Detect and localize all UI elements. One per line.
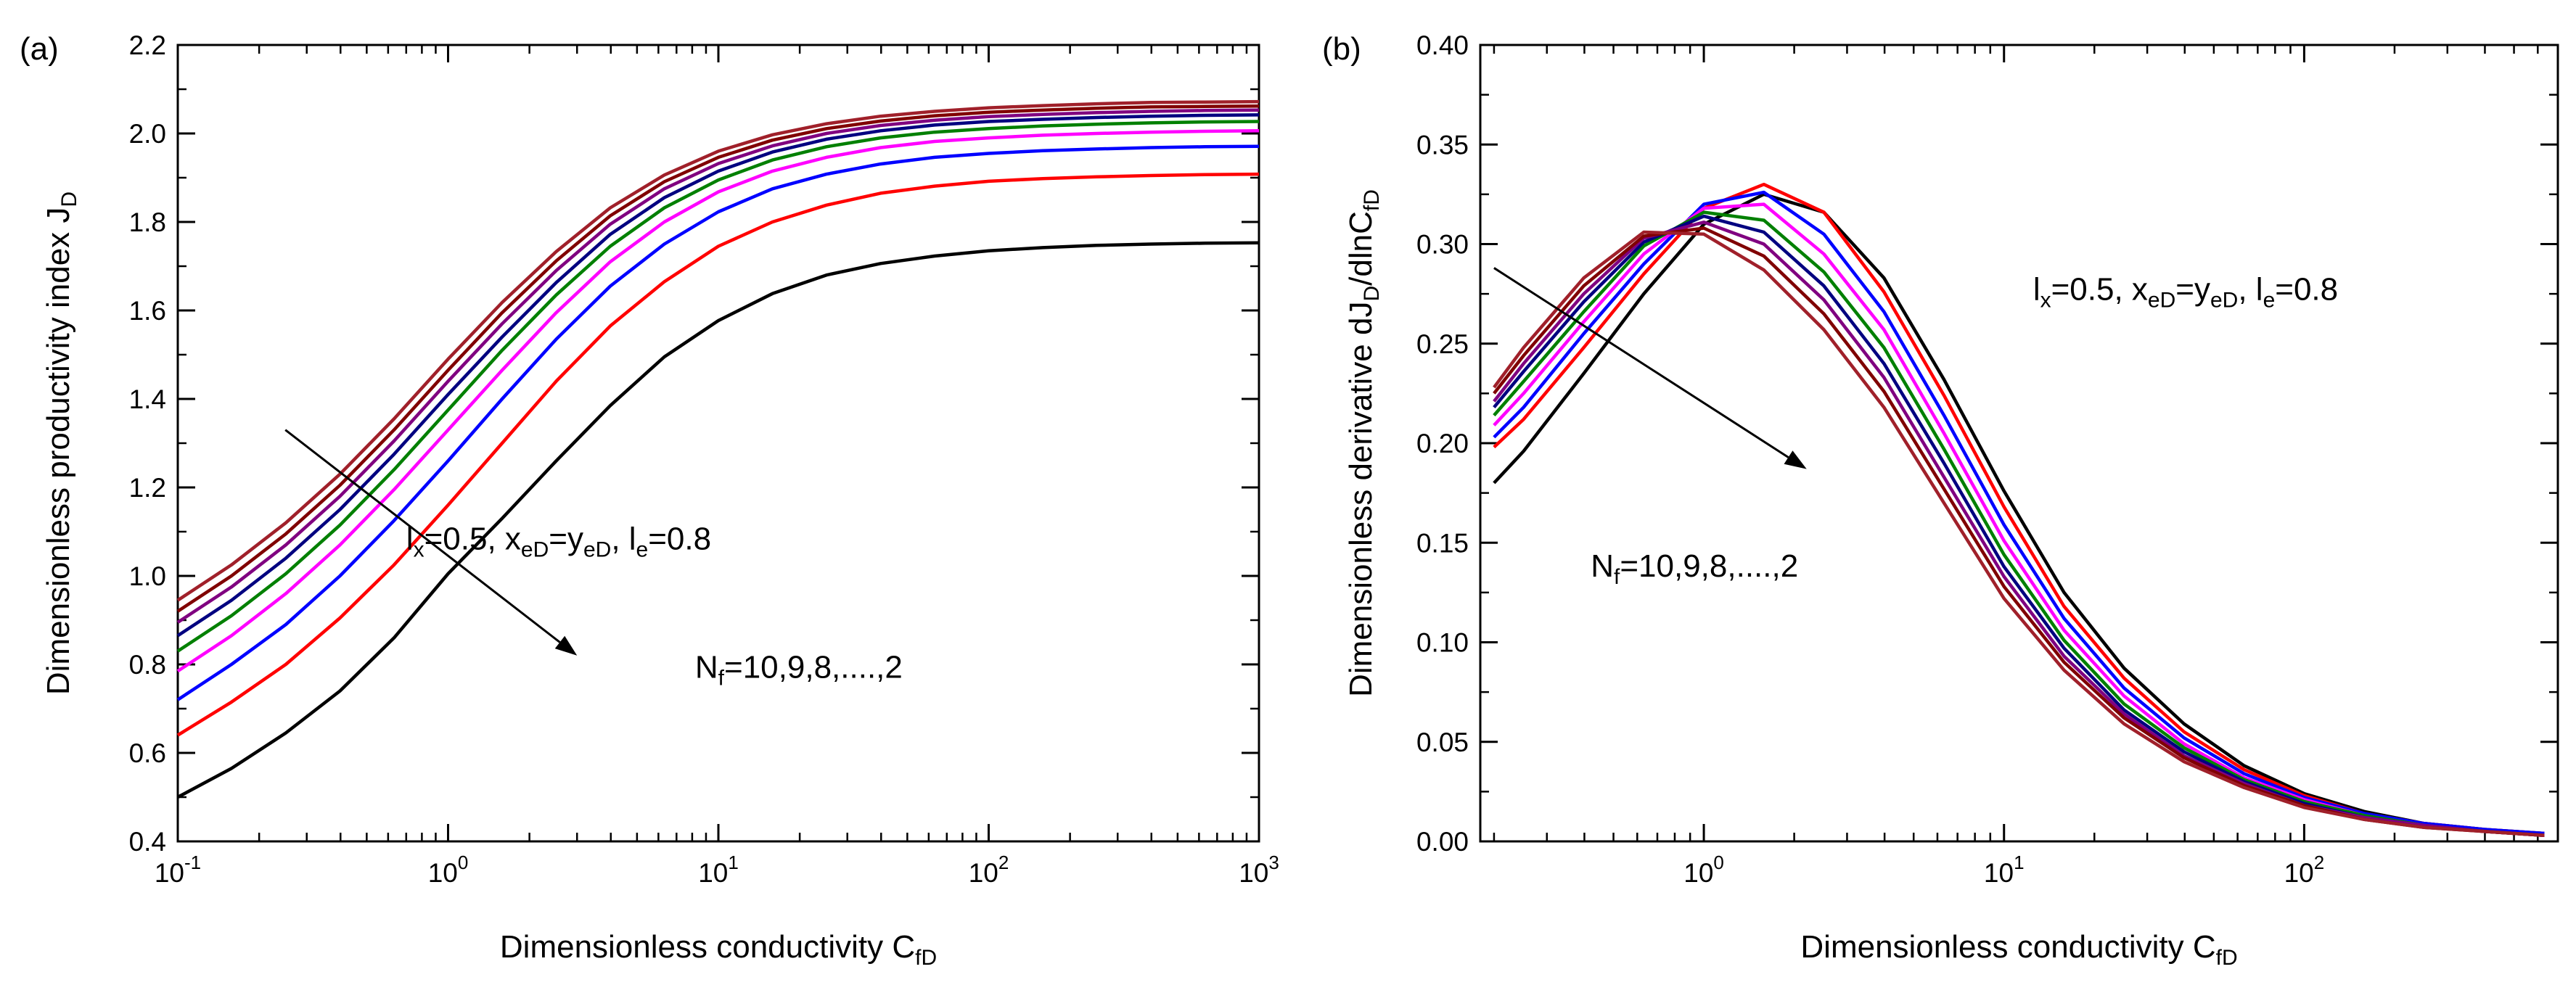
fracture-count-annotation: Nf=10,9,8,....,2 xyxy=(695,649,903,690)
series-line-9 xyxy=(176,99,1260,602)
y-tick-label: 0.4 xyxy=(129,827,166,857)
y-tick-label: 0.00 xyxy=(1416,827,1469,857)
parameter-annotation: lx=0.5, xeD=yeD, le=0.8 xyxy=(406,521,711,561)
x-tick-label: 102 xyxy=(2284,852,2325,888)
y-tick-label: 0.30 xyxy=(1416,230,1469,260)
y-tick-label: 0.20 xyxy=(1416,429,1469,458)
series-line-9 xyxy=(1493,230,2545,838)
x-tick-label: 103 xyxy=(1239,852,1279,888)
y-tick-label: 0.25 xyxy=(1416,329,1469,359)
plot-frame xyxy=(1479,44,2559,843)
x-tick-base: 10 xyxy=(155,858,184,888)
y-axis-title-text: Dimensionless derivative dJ xyxy=(1343,302,1379,697)
y-tick-label: 0.15 xyxy=(1416,528,1469,558)
series-line-2 xyxy=(1493,182,2545,836)
x-axis-title-text: Dimensionless conductivity C xyxy=(1800,929,2215,965)
y-tick-label: 1.4 xyxy=(129,384,166,414)
series-line-4 xyxy=(176,129,1260,673)
x-tick-exponent: 0 xyxy=(458,852,468,873)
series-line-5 xyxy=(1493,210,2545,838)
y-axis-title-middle: /dlnC xyxy=(1343,211,1379,286)
panel-b-chart: 100 101 1020.000.050.100.150.200.250.300.3… xyxy=(1322,30,2559,970)
y-axis-title: Dimensionless productivity index JD xyxy=(41,191,81,695)
series-line-1 xyxy=(176,241,1260,799)
y-tick-label: 1.8 xyxy=(129,207,166,237)
x-tick-label: 100 xyxy=(428,852,469,888)
trend-arrow-head xyxy=(1784,450,1807,469)
panel-label: (a) xyxy=(20,31,59,67)
y-axis-title-subscript: D xyxy=(57,191,81,207)
y-axis-title: Dimensionless derivative dJD/dlnCfD xyxy=(1343,189,1384,697)
x-tick-base: 10 xyxy=(1984,858,2014,888)
y-axis-title-subscript-2: fD xyxy=(1360,189,1384,211)
series-line-8 xyxy=(176,104,1260,613)
series-line-6 xyxy=(176,113,1260,638)
series-line-1 xyxy=(1493,192,2545,836)
trend-arrow-shaft xyxy=(284,429,561,643)
x-axis-title-text: Dimensionless conductivity C xyxy=(500,929,915,965)
series-line-3 xyxy=(1493,190,2545,836)
panel-a-chart: 10-1 100 101 102 1030.40.60.81.01.21.41.61.8… xyxy=(20,30,1279,970)
series-line-7 xyxy=(1493,221,2545,838)
y-tick-label: 2.0 xyxy=(129,119,166,149)
y-tick-label: 0.40 xyxy=(1416,30,1469,60)
y-tick-label: 2.2 xyxy=(129,30,166,60)
y-tick-label: 0.10 xyxy=(1416,628,1469,658)
x-tick-exponent: -1 xyxy=(184,852,201,873)
y-axis-title-subscript: D xyxy=(1360,286,1384,302)
y-tick-label: 0.6 xyxy=(129,738,166,768)
x-tick-exponent: 3 xyxy=(1268,852,1279,873)
x-tick-label: 101 xyxy=(698,852,739,888)
x-tick-exponent: 1 xyxy=(728,852,738,873)
x-tick-exponent: 1 xyxy=(2014,852,2024,873)
trend-arrow-shaft xyxy=(1493,267,1789,458)
y-tick-label: 1.2 xyxy=(129,473,166,503)
x-tick-base: 10 xyxy=(969,858,998,888)
x-axis-title: Dimensionless conductivity CfD xyxy=(500,929,937,970)
y-axis-title-text: Dimensionless productivity index J xyxy=(41,207,76,696)
fracture-count-annotation: Nf=10,9,8,....,2 xyxy=(1591,548,1798,589)
x-axis-title-subscript: fD xyxy=(915,946,937,970)
y-tick-label: 0.05 xyxy=(1416,728,1469,757)
trend-arrow-head xyxy=(554,635,578,656)
series-line-3 xyxy=(176,144,1260,701)
x-tick-exponent: 0 xyxy=(1713,852,1723,873)
y-tick-label: 1.0 xyxy=(129,561,166,591)
x-tick-label: 101 xyxy=(1984,852,2025,888)
x-tick-base: 10 xyxy=(1239,858,1268,888)
y-tick-label: 1.6 xyxy=(129,296,166,326)
x-tick-base: 10 xyxy=(428,858,458,888)
panel-label: (b) xyxy=(1322,31,1361,67)
x-tick-exponent: 2 xyxy=(998,852,1009,873)
series-line-5 xyxy=(176,120,1260,653)
x-axis-title: Dimensionless conductivity CfD xyxy=(1800,929,2237,970)
x-tick-label: 102 xyxy=(969,852,1009,888)
series-line-7 xyxy=(176,108,1260,624)
parameter-annotation: lx=0.5, xeD=yeD, le=0.8 xyxy=(2033,271,2338,312)
x-tick-base: 10 xyxy=(1683,858,1713,888)
x-tick-base: 10 xyxy=(2284,858,2314,888)
x-axis-title-subscript: fD xyxy=(2216,946,2238,970)
y-tick-label: 0.8 xyxy=(129,650,166,680)
x-tick-label: 10-1 xyxy=(155,852,201,888)
series-line-6 xyxy=(1493,214,2545,838)
series-line-2 xyxy=(176,172,1260,737)
x-tick-exponent: 2 xyxy=(2314,852,2324,873)
y-tick-label: 0.35 xyxy=(1416,130,1469,160)
x-tick-base: 10 xyxy=(698,858,728,888)
x-tick-label: 100 xyxy=(1683,852,1724,888)
